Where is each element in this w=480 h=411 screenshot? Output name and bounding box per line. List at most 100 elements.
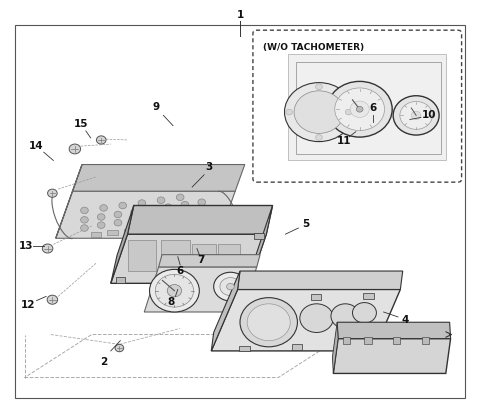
Circle shape — [100, 205, 108, 211]
Bar — [311, 294, 322, 300]
Circle shape — [164, 212, 172, 219]
Circle shape — [69, 144, 81, 154]
Polygon shape — [128, 206, 273, 234]
Polygon shape — [56, 164, 82, 238]
Text: 11: 11 — [337, 136, 351, 146]
Polygon shape — [332, 322, 338, 374]
Bar — [161, 240, 190, 271]
Circle shape — [97, 222, 105, 229]
Bar — [344, 342, 355, 348]
Circle shape — [47, 295, 58, 304]
Circle shape — [156, 274, 193, 307]
Bar — [393, 337, 400, 344]
Circle shape — [81, 207, 88, 214]
Bar — [192, 245, 216, 271]
Circle shape — [148, 206, 156, 213]
Polygon shape — [211, 289, 400, 351]
Bar — [116, 277, 125, 283]
Bar — [128, 240, 156, 271]
Polygon shape — [111, 206, 134, 283]
Circle shape — [96, 136, 106, 144]
Circle shape — [81, 217, 88, 223]
Polygon shape — [144, 267, 257, 312]
Text: 5: 5 — [302, 219, 310, 229]
Circle shape — [81, 225, 88, 231]
Circle shape — [114, 211, 122, 218]
Text: 13: 13 — [18, 241, 33, 252]
Circle shape — [181, 201, 189, 208]
Text: 6: 6 — [370, 103, 377, 113]
Bar — [363, 293, 374, 299]
Bar — [292, 344, 302, 350]
Circle shape — [176, 194, 184, 201]
Circle shape — [181, 210, 189, 216]
Circle shape — [131, 209, 139, 215]
Text: 10: 10 — [422, 111, 436, 120]
Text: 3: 3 — [205, 162, 213, 171]
Circle shape — [350, 101, 369, 118]
Circle shape — [164, 204, 172, 210]
Circle shape — [48, 189, 57, 197]
Text: 8: 8 — [167, 297, 174, 307]
Polygon shape — [111, 234, 266, 283]
Circle shape — [131, 217, 139, 224]
Circle shape — [316, 135, 323, 141]
Text: 4: 4 — [401, 315, 409, 325]
Circle shape — [335, 88, 384, 131]
Bar — [124, 229, 135, 234]
Text: 6: 6 — [177, 266, 184, 276]
Bar — [91, 232, 101, 237]
Bar — [205, 221, 216, 226]
Text: 7: 7 — [197, 255, 204, 265]
Bar — [174, 224, 185, 229]
Polygon shape — [211, 271, 240, 351]
Circle shape — [327, 81, 392, 137]
Circle shape — [400, 102, 432, 129]
Bar — [422, 337, 429, 344]
Circle shape — [167, 284, 181, 297]
FancyBboxPatch shape — [253, 30, 462, 182]
Bar — [230, 278, 240, 284]
Circle shape — [227, 283, 234, 290]
Circle shape — [114, 219, 122, 226]
Text: (W/O TACHOMETER): (W/O TACHOMETER) — [263, 43, 364, 52]
Bar — [191, 222, 202, 227]
Polygon shape — [288, 54, 446, 160]
Bar — [364, 337, 372, 344]
Circle shape — [345, 109, 352, 115]
Text: 9: 9 — [153, 102, 160, 112]
Circle shape — [300, 304, 333, 332]
Bar — [108, 231, 118, 236]
Circle shape — [97, 214, 105, 220]
Circle shape — [316, 84, 323, 90]
Bar — [254, 233, 264, 240]
Bar — [141, 227, 152, 232]
Polygon shape — [158, 255, 260, 267]
Polygon shape — [337, 322, 451, 339]
Polygon shape — [56, 191, 235, 238]
Bar — [239, 346, 250, 351]
Text: 15: 15 — [74, 120, 88, 129]
Circle shape — [157, 197, 165, 203]
Circle shape — [119, 202, 127, 209]
Circle shape — [285, 83, 353, 142]
Text: 2: 2 — [100, 357, 107, 367]
Circle shape — [286, 109, 293, 115]
Circle shape — [240, 298, 298, 347]
Circle shape — [220, 277, 241, 296]
Polygon shape — [333, 339, 451, 374]
Bar — [218, 245, 240, 269]
Circle shape — [148, 215, 156, 221]
Text: 12: 12 — [21, 300, 36, 309]
Circle shape — [138, 200, 146, 206]
Circle shape — [352, 302, 376, 323]
Circle shape — [198, 199, 205, 206]
Circle shape — [42, 244, 53, 253]
Text: 1: 1 — [236, 10, 244, 20]
Bar — [343, 337, 350, 344]
Text: 14: 14 — [29, 141, 44, 151]
Circle shape — [393, 96, 439, 135]
Circle shape — [247, 304, 290, 341]
Polygon shape — [250, 206, 273, 283]
Circle shape — [294, 91, 344, 134]
